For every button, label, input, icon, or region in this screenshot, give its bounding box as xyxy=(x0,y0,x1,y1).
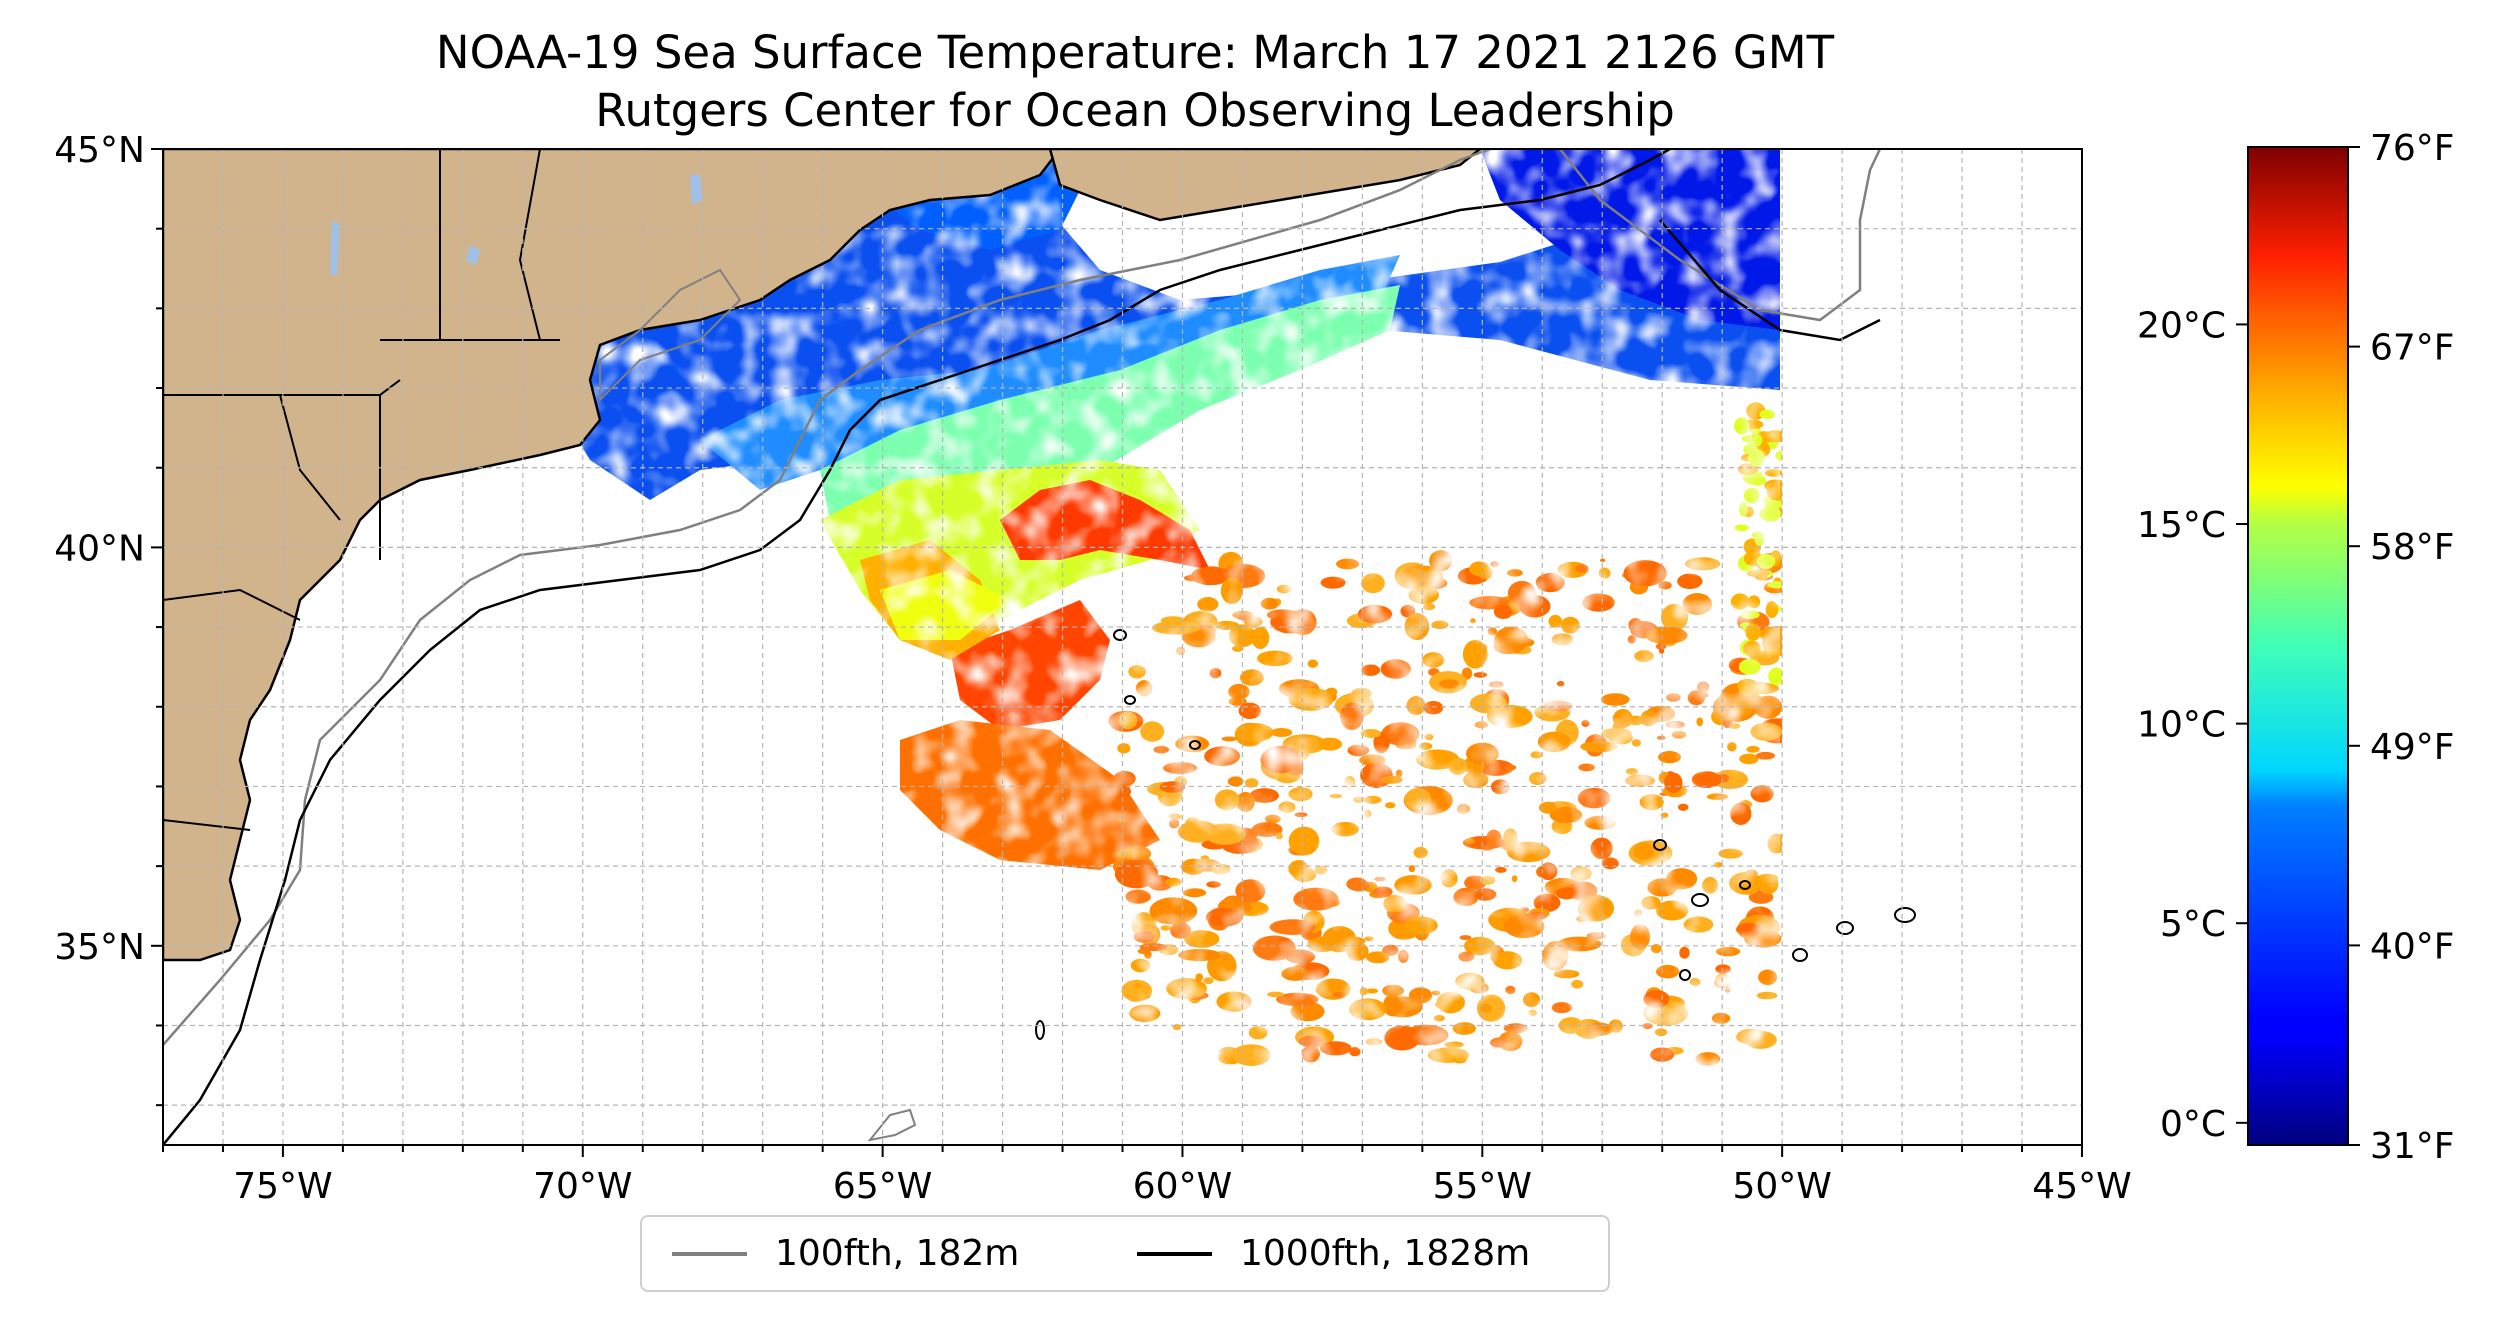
colorbar-c-label: 10°C xyxy=(2137,705,2226,746)
graticule-gridlines xyxy=(163,149,2082,1145)
title-line-2: Rutgers Center for Ocean Observing Leade… xyxy=(595,84,1675,137)
colorbar-f-label: 49°F xyxy=(2370,727,2455,768)
colorbar-f-label: 31°F xyxy=(2370,1126,2455,1167)
y-tick-label: 35°N xyxy=(54,927,145,968)
y-axis: 35°N 40°N 45°N xyxy=(54,130,163,1107)
x-tick-label: 55°W xyxy=(1433,1166,1532,1207)
legend-label-100fth: 100fth, 182m xyxy=(775,1233,1020,1274)
state-borders xyxy=(163,149,560,831)
colorbar-c-label: 0°C xyxy=(2160,1104,2226,1145)
figure-title: NOAA-19 Sea Surface Temperature: March 1… xyxy=(160,24,2110,140)
land-north-america xyxy=(163,149,1062,962)
x-tick-label: 65°W xyxy=(833,1166,932,1207)
colorbar-f-label: 76°F xyxy=(2370,128,2455,169)
colorbar-c-label: 5°C xyxy=(2160,904,2226,945)
x-tick-label: 50°W xyxy=(1732,1166,1831,1207)
isobath-100fth-grandbanks xyxy=(1559,149,1882,322)
title-line-1: NOAA-19 Sea Surface Temperature: March 1… xyxy=(435,26,1835,79)
isobath-100fth xyxy=(163,149,1491,1046)
colorbar-f-label: 58°F xyxy=(2370,527,2455,568)
lake-winnipesaukee xyxy=(466,245,480,265)
lakes xyxy=(330,175,702,275)
y-tick-label: 40°N xyxy=(54,528,145,569)
map-content xyxy=(163,149,2082,1145)
isobath-1000fth-east xyxy=(1659,219,1881,342)
isobath-1000fth xyxy=(163,149,1671,1145)
legend-swatch-100fth xyxy=(672,1251,747,1256)
colorbar-f-label: 40°F xyxy=(2370,926,2455,967)
x-tick-label: 45°W xyxy=(2032,1166,2131,1207)
x-axis: 75°W 70°W 65°W 60°W 55°W 50°W 45°W xyxy=(162,1145,2132,1207)
x-tick-label: 75°W xyxy=(233,1166,332,1207)
no-data-region xyxy=(1782,149,2082,1145)
colorbar-c-label: 20°C xyxy=(2137,305,2226,346)
legend: 100fth, 182m 1000fth, 1828m xyxy=(640,1215,1610,1292)
lake-champlain xyxy=(330,220,340,275)
colorbar xyxy=(2247,146,2349,1146)
x-tick-label: 60°W xyxy=(1133,1166,1232,1207)
isobath-100fth-gom xyxy=(599,268,742,403)
legend-label-1000fth: 1000fth, 1828m xyxy=(1240,1233,1531,1274)
legend-item-100fth: 100fth, 182m xyxy=(672,1217,1019,1290)
legend-swatch-1000fth xyxy=(1137,1251,1212,1256)
x-tick-label: 70°W xyxy=(533,1166,632,1207)
seamounts xyxy=(867,629,1916,1142)
colorbar-c-label: 15°C xyxy=(2137,505,2226,546)
colorbar-celsius-axis: 0°C 5°C 10°C 15°C 20°C xyxy=(2137,305,2248,1145)
land-nova-scotia xyxy=(1048,149,1483,222)
legend-item-1000fth: 1000fth, 1828m xyxy=(1137,1217,1530,1290)
lake-moosehead xyxy=(690,175,702,205)
colorbar-f-label: 67°F xyxy=(2370,328,2455,369)
y-tick-label: 45°N xyxy=(54,130,145,171)
colorbar-fahrenheit-axis: 31°F 40°F 49°F 58°F 67°F 76°F xyxy=(2348,128,2455,1167)
